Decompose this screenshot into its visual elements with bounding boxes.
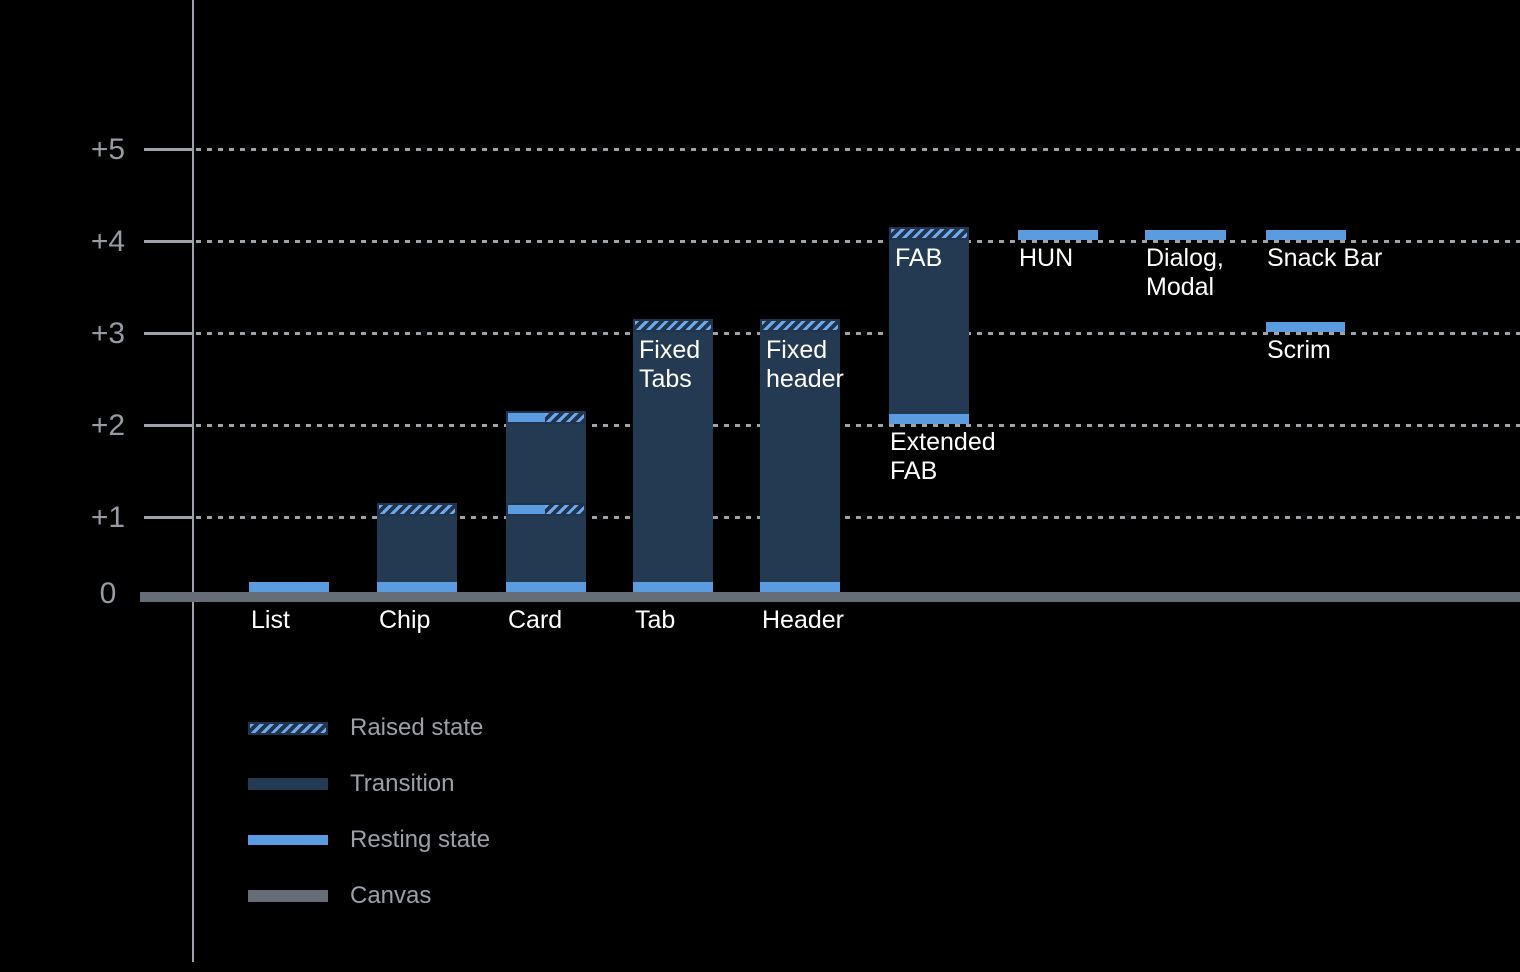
- legend-item-raised: Raised state: [248, 700, 490, 756]
- legend-swatch-canvas: [248, 890, 328, 902]
- y-tick-label: +4: [90, 225, 126, 258]
- bar-card-split-raised: [545, 413, 584, 422]
- bar-below-label-line: FAB: [890, 457, 938, 485]
- bar-below-label-line: HUN: [1019, 244, 1074, 272]
- bar-label-list: List: [251, 606, 290, 634]
- bar-label-chip: Chip: [379, 606, 431, 634]
- bar-fab: FAB Extended FAB: [889, 0, 996, 972]
- gridline-+5: [196, 148, 1520, 151]
- bar-below-label-line: Modal: [1146, 273, 1215, 301]
- y-tick-+5: [144, 148, 193, 151]
- bar-label-card: Card: [508, 606, 563, 634]
- gridline-+1: [196, 516, 1520, 519]
- bar-inner-label-line: header: [766, 365, 844, 393]
- bar-card-split-raised: [545, 505, 584, 514]
- bar-fab-resting: [889, 414, 969, 424]
- bar-card-resting-raised: [506, 411, 586, 424]
- bar-chip-transition: [377, 516, 457, 592]
- bar-fab-transition: [889, 240, 969, 424]
- legend-item-canvas: Canvas: [248, 868, 490, 924]
- y-tick-label: +5: [90, 133, 126, 166]
- legend: Raised state Transition Resting state Canva…: [248, 700, 490, 924]
- bar-below-label-line: Dialog,: [1146, 244, 1224, 272]
- bar-snack-bar-resting: [1266, 230, 1346, 240]
- bar-inner-label-line: Tabs: [639, 365, 692, 393]
- bar-scrim-resting: [1266, 322, 1345, 332]
- bar-header-resting: [760, 582, 840, 592]
- bar-tab-resting: [633, 582, 713, 592]
- bar-chip-resting: [377, 582, 457, 592]
- y-tick-+4: [144, 240, 193, 243]
- gridline-+4: [196, 240, 1520, 243]
- bar-tab-transition: [633, 332, 713, 592]
- bar-below-label-line: Extended: [890, 428, 996, 456]
- bar-below-label-line: Scrim: [1267, 336, 1331, 364]
- bar-card-resting: [506, 582, 586, 592]
- bar-card-split-resting: [508, 413, 546, 422]
- bar-label-tab: Tab: [635, 606, 676, 634]
- y-tick-+1: [144, 516, 193, 519]
- legend-label-canvas: Canvas: [350, 882, 432, 909]
- bar-below-label-line: Snack Bar: [1267, 244, 1383, 272]
- legend-swatch-raised: [248, 721, 328, 735]
- bar-tab-raised: [633, 319, 713, 332]
- bar-inner-label-line: FAB: [895, 244, 943, 272]
- bar-tab: Tab Fixed Tabs: [633, 0, 713, 972]
- y-tick-+2: [144, 424, 193, 427]
- bar-list: List: [249, 0, 329, 972]
- legend-label-transition: Transition: [350, 770, 455, 797]
- bar-inner-label-header: Fixed header: [766, 336, 844, 394]
- bar-below-label-dialog-modal: Dialog, Modal: [1146, 244, 1224, 302]
- y-tick-label: +2: [90, 409, 126, 442]
- bar-below-label-snack-bar: Snack Bar: [1267, 244, 1382, 273]
- legend-item-transition: Transition: [248, 756, 490, 812]
- y-axis-line: [192, 0, 194, 962]
- y-tick-+3: [144, 332, 193, 335]
- bar-below-label-fab: Extended FAB: [890, 428, 996, 486]
- bar-card-resting-raised: [506, 503, 586, 516]
- bar-fab-raised: [889, 227, 969, 240]
- bar-header-transition: [760, 332, 840, 592]
- bar-hun-resting: [1018, 230, 1098, 240]
- bar-dialog-modal-resting: [1145, 230, 1226, 240]
- legend-swatch-transition: [248, 778, 328, 790]
- bar-inner-label-fab: FAB: [895, 244, 942, 273]
- gridline-+3: [196, 332, 1520, 335]
- bar-hun: HUN: [1018, 0, 1098, 972]
- legend-label-resting: Resting state: [350, 826, 491, 853]
- legend-label-raised: Raised state: [350, 714, 484, 741]
- bar-inner-label-tab: Fixed Tabs: [639, 336, 700, 394]
- bar-header-raised: [760, 319, 840, 332]
- bar-card-split-resting: [508, 505, 546, 514]
- bar-snack-bar: Snack Bar: [1266, 0, 1382, 972]
- bar-below-label-scrim: Scrim: [1267, 336, 1331, 365]
- bar-below-label-hun: HUN: [1019, 244, 1073, 273]
- bar-chip-raised: [377, 503, 457, 516]
- bar-chip: Chip: [377, 0, 457, 972]
- legend-swatch-resting: [248, 835, 328, 845]
- bar-header: Header Fixed header: [760, 0, 844, 972]
- bar-inner-label-line: Fixed: [766, 336, 828, 364]
- bar-card: Card: [506, 0, 586, 972]
- bar-dialog-modal: Dialog, Modal: [1145, 0, 1226, 972]
- y-tick-label: +1: [90, 501, 126, 534]
- gridline-+2: [196, 424, 1520, 427]
- y-tick-label: +3: [90, 317, 126, 350]
- bar-inner-label-line: Fixed: [639, 336, 701, 364]
- canvas-baseline: [140, 592, 1520, 602]
- bar-scrim: Scrim: [1266, 0, 1345, 972]
- bar-label-header: Header: [762, 606, 844, 634]
- bar-list-resting: [249, 582, 329, 592]
- legend-item-resting: Resting state: [248, 812, 490, 868]
- y-tick-label: 0: [99, 577, 117, 610]
